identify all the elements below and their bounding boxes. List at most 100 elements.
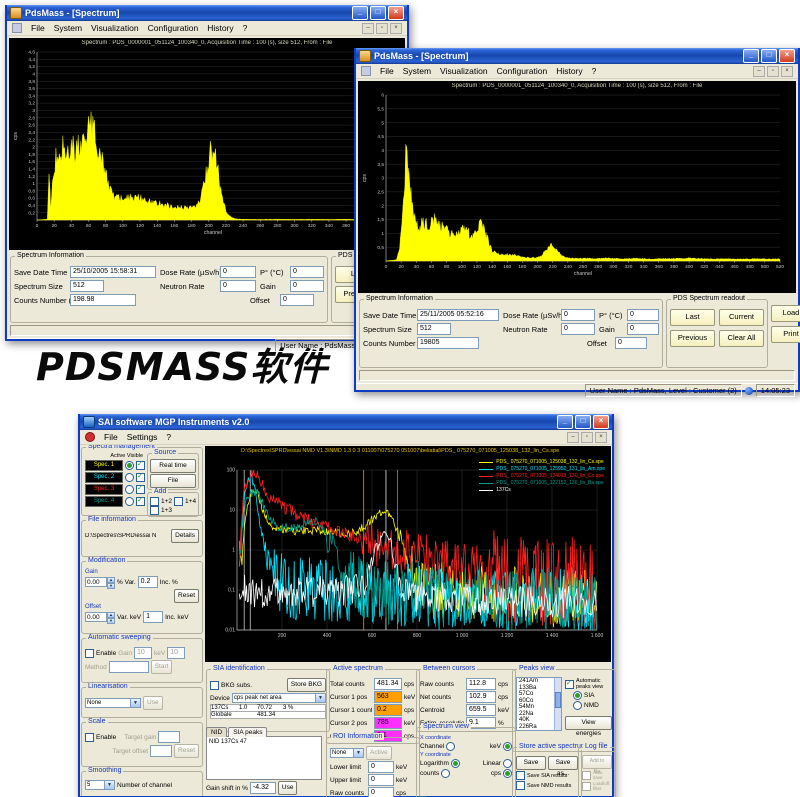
sweeping-kev-field[interactable]: 10 <box>167 647 186 659</box>
save-nmd-checkbox[interactable] <box>516 781 525 790</box>
menu-history[interactable]: History <box>207 23 234 33</box>
overlay-spectrum-chart[interactable]: D:\Spectres\SPRD\essai NMD V1.3\NMD 1.3 … <box>205 446 611 662</box>
clear-all-button[interactable]: Clear All <box>719 330 764 347</box>
scale-reset-button[interactable]: Reset <box>174 744 199 758</box>
isotope-listbox[interactable]: 241Am133Ba57Co60Co54Mn22Na40K226Ra232Th1… <box>516 677 562 731</box>
mdi-min-icon[interactable]: – <box>753 65 765 77</box>
menu-system[interactable]: System <box>402 66 432 76</box>
gain-reset-button[interactable]: Reset <box>174 589 199 603</box>
mdi-restore-icon[interactable]: ▫ <box>581 431 593 443</box>
isotope-item[interactable]: 54Mn <box>519 704 535 710</box>
menu-file[interactable]: File <box>380 66 394 76</box>
gain-field[interactable]: 0 <box>290 280 324 292</box>
isotope-item[interactable]: 40K <box>519 717 530 723</box>
titlebar-2[interactable]: PdsMass - [Spectrum] _ □ × <box>356 48 798 64</box>
target-gain-field[interactable] <box>158 731 181 743</box>
roi-lower-field[interactable]: 0 <box>368 761 394 773</box>
spectrum-chart-2[interactable]: Spectrum : PDS_0000001_051124_100340_0, … <box>358 81 796 293</box>
menu-visualization[interactable]: Visualization <box>440 66 488 76</box>
menu-configuration[interactable]: Configuration <box>496 66 548 76</box>
tab-sia-peaks[interactable]: SIA peaks <box>228 727 268 737</box>
spec4-active-radio[interactable] <box>125 497 134 506</box>
isotope-item[interactable]: 226Ra <box>519 723 537 730</box>
add-to-file-button[interactable]: Add to file <box>582 755 612 775</box>
logarithm-radio[interactable] <box>450 759 460 768</box>
details-button[interactable]: Details <box>171 529 199 543</box>
save-button[interactable]: Save <box>516 756 546 770</box>
sia-radio[interactable] <box>573 691 582 700</box>
cps-radio[interactable] <box>503 769 512 778</box>
channel-radio[interactable] <box>446 742 456 751</box>
dose-rate-field[interactable]: 0 <box>220 266 256 278</box>
spec3-visible-checkbox[interactable] <box>136 484 145 494</box>
sweeping-method-field[interactable] <box>108 661 149 673</box>
offset-spinner[interactable]: 0.00 ▲ ▼ <box>85 612 115 624</box>
menu-visualization[interactable]: Visualization <box>91 23 139 33</box>
save-as-button[interactable]: Save as... <box>548 756 578 777</box>
isotope-item[interactable]: 133Ba <box>519 684 537 691</box>
print-button[interactable]: Print <box>771 326 800 343</box>
menu-system[interactable]: System <box>53 23 83 33</box>
isotope-item[interactable]: 22Na <box>519 710 534 717</box>
linearisation-use-button[interactable]: Use <box>143 696 163 710</box>
size-field[interactable]: 512 <box>70 280 104 292</box>
counts-radio[interactable] <box>441 769 451 778</box>
menu-history[interactable]: History <box>556 66 583 76</box>
menu-help[interactable]: ? <box>591 66 597 76</box>
neutron-field[interactable]: 0 <box>220 280 256 292</box>
auto-save-checkbox[interactable] <box>582 770 591 780</box>
close-icon[interactable]: × <box>593 415 609 429</box>
real-time-button[interactable]: Real time <box>150 459 197 473</box>
cursor1-counts-field[interactable]: 0.2 <box>374 704 402 716</box>
close-icon[interactable]: × <box>388 6 404 20</box>
linearisation-dropdown[interactable]: None ▼ <box>85 698 141 708</box>
save-date-field[interactable]: 25/11/2005 05:52:16 <box>417 309 499 321</box>
roi-raw-field[interactable]: 0 <box>368 787 394 797</box>
counts-field[interactable]: 198.98 <box>70 294 136 306</box>
mdi-close-icon[interactable]: × <box>390 22 402 34</box>
menu-file[interactable]: File <box>31 23 45 33</box>
maximize-icon[interactable]: □ <box>370 6 386 20</box>
auto-peaks-checkbox[interactable] <box>565 679 574 689</box>
dose-rate-field[interactable]: 0 <box>561 309 595 321</box>
store-bkg-button[interactable]: Store BKG <box>286 678 326 692</box>
menu-settings[interactable]: Settings <box>126 432 158 442</box>
save-date-field[interactable]: 25/10/2005 15:58:31 <box>70 266 156 278</box>
nmd-radio[interactable] <box>573 701 582 710</box>
mdi-restore-icon[interactable]: ▫ <box>376 22 388 34</box>
previous-button[interactable]: Previous <box>670 330 715 347</box>
mdi-close-icon[interactable]: × <box>781 65 793 77</box>
load-off-checkbox[interactable] <box>582 781 591 791</box>
minimize-icon[interactable]: _ <box>743 49 759 63</box>
p-field[interactable]: 0 <box>627 309 659 321</box>
roi-upper-field[interactable]: 0 <box>368 774 394 786</box>
minimize-icon[interactable]: _ <box>352 6 368 20</box>
view-energies-button[interactable]: View energies <box>565 716 612 737</box>
offset-field[interactable]: 0 <box>280 294 314 306</box>
menu-configuration[interactable]: Configuration <box>147 23 199 33</box>
device-dropdown[interactable]: cps peak net area ▼ <box>231 693 326 703</box>
titlebar-3[interactable]: SAI software MGP Instruments v2.0 _ □ × <box>80 414 612 430</box>
minimize-icon[interactable]: _ <box>557 415 573 429</box>
scrollbar[interactable] <box>554 678 561 730</box>
gain-spinner[interactable]: 0.00 ▲ ▼ <box>85 577 115 589</box>
add-1-2-checkbox[interactable] <box>150 497 159 506</box>
spec2-active-radio[interactable] <box>125 473 134 482</box>
spec1-visible-checkbox[interactable] <box>136 460 145 470</box>
cursor2-pos-field[interactable]: 785 <box>374 717 402 729</box>
sweeping-gain-field[interactable]: 10 <box>133 647 152 659</box>
smoothing-dropdown[interactable]: 5 ▼ <box>85 780 115 790</box>
roi-active-button[interactable]: Active <box>366 746 392 760</box>
total-counts-field[interactable]: 481.34 <box>374 678 402 690</box>
menu-file[interactable]: File <box>104 432 118 442</box>
isotope-item[interactable]: 241Am <box>519 678 539 684</box>
mdi-close-icon[interactable]: × <box>595 431 607 443</box>
add-1-4-checkbox[interactable] <box>174 497 184 506</box>
spec2-visible-checkbox[interactable] <box>136 472 145 482</box>
load-button[interactable]: Load <box>771 305 800 322</box>
offset-inc-field[interactable]: 1 <box>143 611 164 623</box>
close-icon[interactable]: × <box>779 49 795 63</box>
spectrum-chart-1[interactable]: Spectrum : PDS_0000001_051124_100340_0, … <box>9 38 405 250</box>
p-field[interactable]: 0 <box>290 266 324 278</box>
titlebar-1[interactable]: PdsMass - [Spectrum] _ □ × <box>7 5 407 21</box>
